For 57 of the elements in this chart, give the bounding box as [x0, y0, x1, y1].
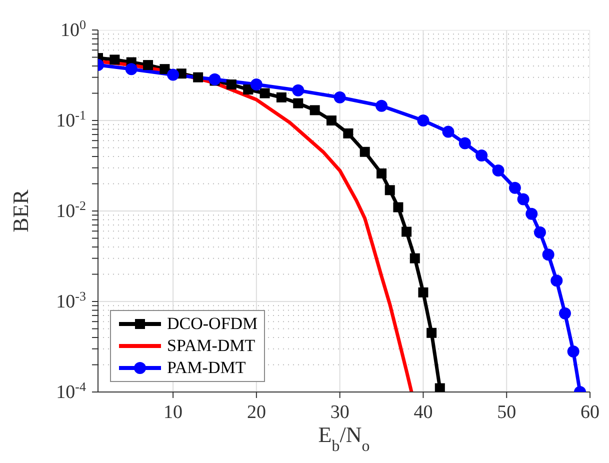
point [393, 202, 404, 212]
point [434, 383, 445, 392]
x-tick-label: 40 [414, 402, 433, 423]
point [550, 274, 563, 287]
legend-label: SPAM-DMT [167, 335, 256, 357]
x-tick-label: 50 [497, 402, 516, 423]
y-tick-label: 10$^{-1}$ [56, 107, 86, 132]
point [360, 146, 370, 157]
legend-label: PAM-DMT [167, 357, 246, 379]
point [243, 84, 254, 95]
point [517, 193, 530, 206]
point [167, 68, 180, 81]
point [276, 92, 286, 102]
point [534, 226, 546, 238]
point [410, 253, 420, 264]
point [160, 64, 170, 74]
point [402, 226, 412, 237]
point [250, 78, 262, 90]
point [143, 60, 154, 70]
point [260, 88, 270, 98]
x-tick-label: 20 [246, 402, 266, 423]
point [526, 208, 538, 220]
x-tick-label: 30 [330, 402, 350, 423]
x-axis-title: E$_{b}$/N$_{o}$ [318, 422, 370, 454]
x-tick-label: 10 [164, 402, 183, 423]
point [384, 185, 395, 196]
point [376, 100, 388, 112]
y-axis-title: BER [8, 189, 33, 232]
point [326, 116, 336, 126]
point [193, 72, 204, 82]
point [110, 54, 120, 65]
point [208, 73, 221, 86]
y-tick-label: 10$^{-2}$ [56, 198, 86, 222]
point [226, 79, 236, 90]
point [417, 114, 430, 126]
point [442, 126, 454, 138]
point [492, 164, 504, 177]
point [558, 307, 571, 320]
point [125, 63, 138, 76]
point [376, 168, 387, 178]
legend-label: DCO-OFDM [167, 313, 258, 335]
y-tick-label: 10$^{-4}$ [56, 378, 86, 403]
y-tick-label: 10$^{0}$ [60, 16, 86, 41]
point [293, 98, 304, 108]
point [567, 346, 580, 358]
point [426, 328, 437, 338]
point [418, 287, 428, 298]
point [343, 128, 354, 138]
point [292, 84, 304, 96]
x-tick-label: 60 [580, 402, 600, 423]
point [476, 150, 488, 162]
point [542, 248, 554, 261]
point [508, 182, 521, 194]
point [310, 105, 320, 116]
y-tick-label: 10$^{-3}$ [56, 288, 86, 312]
point [458, 137, 471, 150]
point [334, 91, 346, 104]
